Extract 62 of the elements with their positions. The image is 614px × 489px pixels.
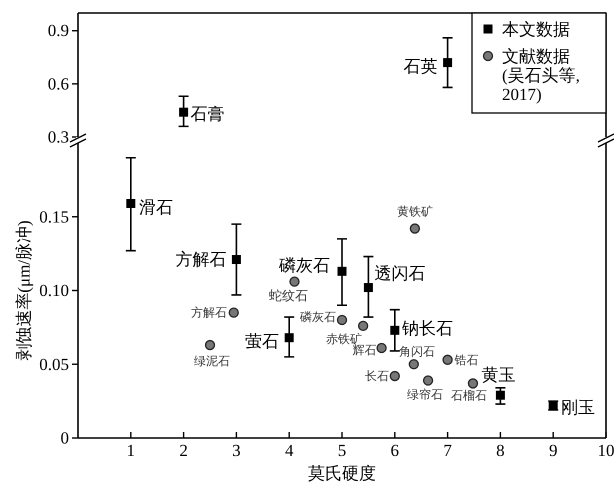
annotation: 赤铁矿 (326, 332, 362, 346)
annotation: 钠长石 (400, 318, 453, 338)
y-tick-label: 0.6 (48, 74, 69, 94)
x-tick-label: 4 (284, 441, 294, 460)
annotation: 黄玉 (481, 366, 516, 385)
point (496, 390, 505, 400)
point (408, 359, 419, 370)
point (126, 198, 136, 208)
point (442, 354, 453, 365)
annotation: 滑石 (138, 198, 173, 217)
annotation: 石膏 (190, 104, 225, 124)
point (284, 333, 294, 342)
x-tick-label: 3 (232, 441, 241, 460)
annotation: 辉石 (352, 343, 377, 358)
x-tick-label: 7 (443, 441, 452, 460)
point (228, 307, 239, 318)
point (390, 326, 400, 335)
y-axis-title: 剥蚀速率(μm/脉冲) (14, 220, 34, 361)
point (289, 276, 300, 287)
point (204, 340, 216, 350)
annotation: 方解石 (190, 306, 227, 320)
x-tick-label: 10 (598, 441, 614, 460)
y-tick-label: 0.9 (48, 21, 69, 40)
x-tick-label: 5 (338, 441, 346, 460)
annotation: 刚玉 (561, 398, 596, 418)
point (232, 255, 241, 264)
annotation: 绿泥石 (194, 354, 230, 368)
annotation: 石英 (404, 57, 438, 76)
annotation: 石榴石 (450, 388, 487, 402)
y-tick-label: 0.05 (39, 354, 69, 374)
point (358, 320, 368, 332)
x-tick-label: 1 (126, 441, 136, 460)
annotation: 黄铁矿 (396, 204, 433, 219)
x-axis-title: 莫氏硬度 (308, 464, 376, 483)
annotation: 萤石 (245, 332, 280, 352)
y-tick-label: 0.15 (39, 207, 69, 226)
x-tick-label: 9 (548, 441, 558, 460)
annotation: 锆石 (454, 352, 479, 367)
point (410, 223, 420, 234)
point (422, 375, 434, 386)
annotation: 透闪石 (374, 264, 426, 284)
annotation: 磷灰石 (278, 256, 330, 275)
point (468, 378, 478, 389)
annotation: 磷灰石 (299, 310, 336, 324)
y-tick-label: 0.10 (39, 281, 69, 300)
annotation: 方解石 (175, 250, 226, 270)
x-tick-label: 6 (390, 441, 400, 460)
y-tick-label: 0 (60, 428, 69, 448)
annotation: 蛇纹石 (268, 288, 308, 304)
annotation: 长石 (364, 369, 389, 384)
point (390, 370, 400, 382)
point (376, 342, 387, 354)
x-tick-label: 8 (496, 441, 505, 460)
point (364, 283, 373, 292)
point (338, 266, 346, 276)
legend-label: 文献数据(吴石头等, 2017) (502, 46, 584, 104)
y-tick-label: 0.3 (48, 128, 69, 146)
annotation: 角闪石 (398, 344, 435, 358)
x-tick-label: 2 (179, 441, 188, 460)
legend-label: 本文数据 (502, 20, 570, 38)
annotation: 绿帘石 (407, 387, 444, 402)
point (336, 314, 348, 326)
